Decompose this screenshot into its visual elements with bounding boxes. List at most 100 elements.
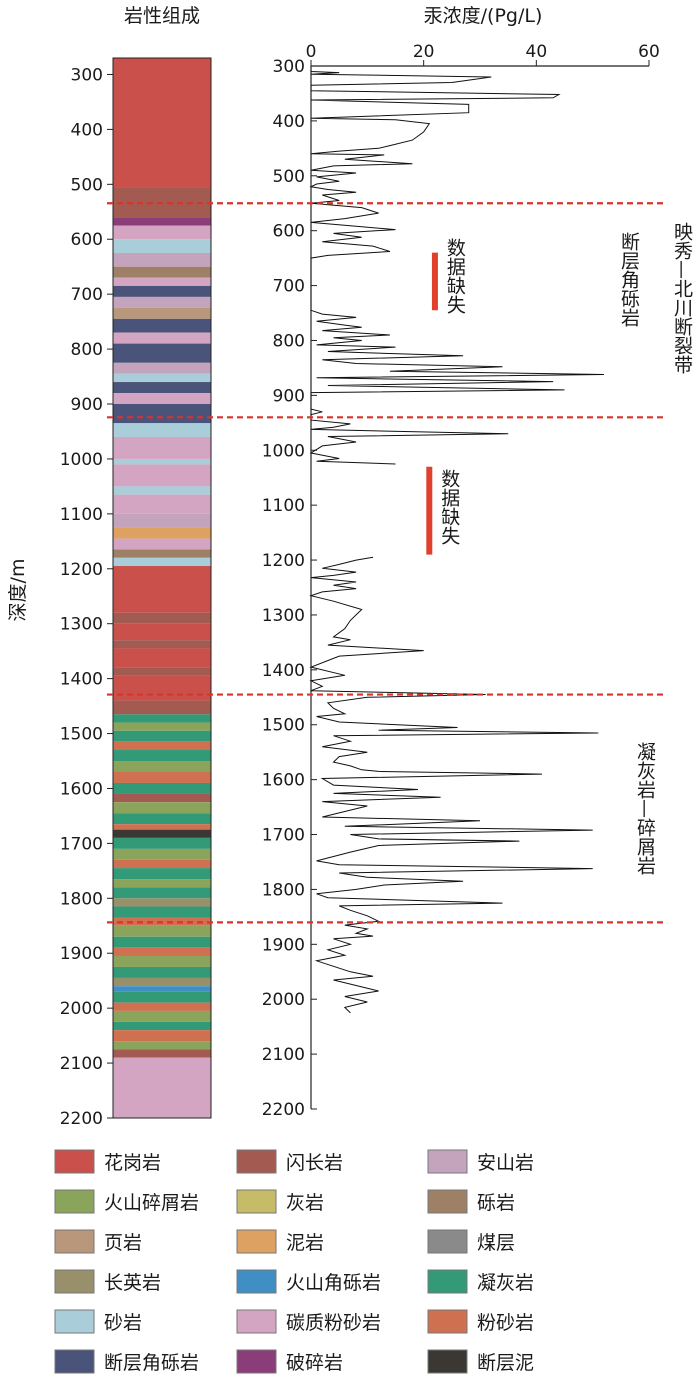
- lithology-layer: [113, 848, 211, 860]
- lithology-layer: [113, 239, 211, 253]
- lithology-tick-label: 1000: [60, 450, 103, 470]
- lithology-layer: [113, 557, 211, 567]
- lithology-layer: [113, 566, 211, 613]
- legend-item: 煤层: [427, 1229, 515, 1254]
- lithology-layer: [113, 1021, 211, 1031]
- lithology-layer: [113, 612, 211, 624]
- lithology-layer: [113, 277, 211, 286]
- legend-label: 闪长岩: [286, 1152, 343, 1174]
- lithology-layer: [113, 730, 211, 742]
- legend-label: 凝灰岩: [477, 1272, 534, 1294]
- depth-tick-label: 400: [273, 112, 305, 132]
- lithology-layer: [113, 955, 211, 967]
- depth-tick-label: 1400: [262, 661, 305, 681]
- lithology-layer: [113, 813, 211, 825]
- lithology-layer: [113, 252, 211, 267]
- legend-swatch: [236, 1229, 277, 1254]
- lithology-layer: [113, 362, 211, 374]
- lithology-column: 岩性组成: [112, 5, 212, 1119]
- legend-label: 断层泥: [477, 1352, 534, 1374]
- lithology-tick-label: 1100: [60, 505, 103, 525]
- lithology-layer: [113, 225, 211, 240]
- legend-item: 火山碎屑岩: [54, 1189, 199, 1214]
- lithology-tick-label: 1800: [60, 889, 103, 909]
- lithology-tick-label: 800: [71, 340, 103, 360]
- legend-label: 花岗岩: [104, 1152, 161, 1174]
- depth-tick-label: 300: [273, 57, 305, 77]
- lithology-tick-label: 900: [71, 395, 103, 415]
- depth-axis-label: 深度/m: [7, 559, 29, 622]
- lithology-layer: [113, 675, 211, 701]
- lithology-layer: [113, 458, 211, 465]
- legend-swatch: [54, 1189, 95, 1214]
- legend-label: 破碎岩: [286, 1352, 343, 1374]
- legend-item: 安山岩: [427, 1149, 534, 1174]
- legend-label: 泥岩: [286, 1232, 324, 1254]
- lithology-title: 岩性组成: [124, 5, 200, 27]
- concentration-title: 汞浓度/(Pg/L): [424, 5, 543, 27]
- fault-breccia-label: 断层角砾岩: [618, 232, 640, 327]
- lithology-layer: [113, 332, 211, 344]
- lithology-tick-label: 2100: [60, 1054, 103, 1074]
- lithology-layer: [113, 266, 211, 278]
- depth-tick-label: 1000: [262, 441, 305, 461]
- depth-tick-label: 2000: [262, 990, 305, 1010]
- legend-swatch: [427, 1349, 468, 1374]
- depth-tick-label: 1600: [262, 771, 305, 791]
- lithology-layer: [113, 837, 211, 849]
- legend-swatch: [427, 1269, 468, 1294]
- lithology-layer: [113, 436, 211, 459]
- lithology-layer: [113, 700, 211, 715]
- legend-item: 断层角砾岩: [54, 1349, 199, 1374]
- lithology-layer: [113, 1002, 211, 1011]
- legend-swatch: [427, 1149, 468, 1174]
- lithology-layer: [113, 761, 211, 772]
- depth-tick-label: 600: [273, 222, 305, 242]
- lithology-tick-label: 1700: [60, 834, 103, 854]
- legend-label: 砂岩: [104, 1312, 142, 1334]
- tuff-clastic-label: 凝灰岩—碎屑岩: [634, 742, 656, 875]
- lithology-layer: [113, 393, 211, 405]
- lithology-layer: [113, 947, 211, 956]
- lithology-tick-label: 600: [71, 230, 103, 250]
- lithology-layer: [113, 906, 211, 918]
- lithology-tick-label: 1400: [60, 670, 103, 690]
- legend-label: 安山岩: [477, 1152, 534, 1174]
- lithology-tick-label: 700: [71, 285, 103, 305]
- lithology-layer: [113, 513, 211, 528]
- legend-swatch: [236, 1349, 277, 1374]
- legend-label: 灰岩: [286, 1192, 324, 1214]
- lithology-layer: [113, 373, 211, 383]
- lithology-layer: [113, 464, 211, 487]
- legend-swatch: [54, 1309, 95, 1334]
- depth-tick-label: 2200: [262, 1100, 305, 1120]
- legend-item: 火山角砾岩: [236, 1269, 381, 1294]
- lithology-layer: [113, 722, 211, 731]
- lithology-layer: [113, 824, 211, 830]
- mercury-series-line: [309, 556, 599, 1014]
- legend-swatch: [54, 1349, 95, 1374]
- legend-swatch: [236, 1149, 277, 1174]
- lithology-layer: [113, 667, 211, 676]
- legend-item: 断层泥: [427, 1349, 534, 1374]
- lithology-tick-label: 500: [71, 175, 103, 195]
- legend-label: 长英岩: [104, 1272, 161, 1294]
- legend-item: 碳质粉砂岩: [236, 1309, 381, 1334]
- lithology-tick-label: 1300: [60, 615, 103, 635]
- lithology-layer: [113, 640, 211, 649]
- legend-swatch: [54, 1229, 95, 1254]
- lithology-tick-label: 1900: [60, 944, 103, 964]
- depth-tick-label: 1800: [262, 880, 305, 900]
- missing-data-label: 数据缺失: [438, 469, 460, 545]
- depth-tick-label: 2100: [262, 1045, 305, 1065]
- lithology-layer: [113, 527, 211, 539]
- lithology-layer: [113, 750, 211, 762]
- lithology-layer: [113, 986, 211, 992]
- mercury-series-line: [309, 68, 604, 465]
- zone-boundaries: [107, 202, 665, 924]
- lithology-depth-axis: 300 400 500 600 700 800 900 1000 1100 1200 1300 140…: [7, 65, 113, 1129]
- legend-label: 页岩: [104, 1232, 142, 1254]
- legend-swatch: [236, 1189, 277, 1214]
